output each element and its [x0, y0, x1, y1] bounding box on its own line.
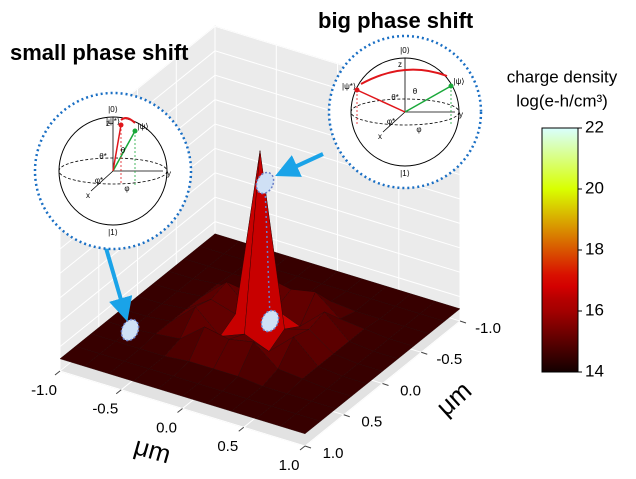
tick-mark	[459, 320, 467, 324]
bloch-label: |1⟩	[400, 169, 410, 178]
bloch-label: |ψ*⟩	[106, 117, 120, 126]
grid-line	[59, 196, 461, 323]
bloch-label: |ψ⟩	[138, 122, 149, 131]
bloch-label: θ*	[99, 152, 107, 161]
annotation: small phase shift	[10, 40, 189, 65]
state-point	[448, 83, 454, 89]
colorbar-tick-label: 16	[585, 300, 604, 319]
y-tick-label: 0.0	[400, 382, 421, 399]
state-point	[354, 87, 360, 93]
arrow	[104, 247, 133, 322]
x-tick-label: -0.5	[92, 401, 118, 418]
connector	[264, 185, 271, 319]
state-vector	[112, 130, 136, 172]
state-vector	[404, 85, 452, 113]
surface-patch	[280, 413, 321, 434]
surface	[59, 150, 461, 434]
colorbar-tick-label: 22	[585, 117, 604, 136]
y-axis-label: μm	[430, 375, 477, 422]
x-tick-label: 1.0	[279, 457, 300, 474]
grid-line	[59, 172, 461, 299]
colorbar-label: charge density	[507, 67, 618, 86]
bloch-label: φ*	[387, 117, 395, 126]
bloch-label: |ψ⟩	[454, 77, 465, 86]
bloch-label: φ*	[95, 176, 103, 185]
colorbar-tick-label: 14	[585, 361, 604, 380]
tick-mark	[382, 383, 389, 386]
bloch-label: |ψ*⟩	[342, 82, 356, 91]
y-tick-label: 0.5	[361, 414, 382, 431]
phase-arrow	[120, 117, 136, 124]
bloch-label: |0⟩	[400, 46, 410, 55]
bloch-label: x	[86, 191, 90, 200]
bloch-label: |1⟩	[108, 228, 118, 237]
x-tick-label: -1.0	[31, 382, 57, 399]
tick-mark	[238, 426, 245, 432]
axis	[90, 170, 114, 192]
bloch-label: φ	[416, 125, 421, 134]
axis	[382, 111, 406, 133]
bloch-label: y	[459, 110, 463, 119]
arrow	[275, 152, 324, 177]
bloch-label: z	[398, 60, 402, 69]
bloch-label: θ	[413, 87, 418, 96]
tick-mark	[115, 389, 122, 395]
tick-mark	[177, 408, 183, 413]
bloch-label: θ	[121, 146, 126, 155]
state-vector	[112, 124, 122, 172]
state-point	[118, 122, 124, 128]
bloch-label: z	[106, 119, 110, 128]
phase-arrow	[360, 68, 448, 85]
colorbar-label: log(e-h/cm³)	[516, 91, 608, 110]
colorbar-scale	[541, 127, 579, 373]
colorbar-tick-label: 18	[585, 239, 604, 258]
tick-mark	[54, 370, 61, 376]
insets: |0⟩ |1⟩ z x y |ψ⟩ |ψ*⟩ θ θ* φ φ* |0⟩ |1⟩ z x y |ψ⟩ |ψ*⟩ θ θ…	[33, 34, 483, 342]
state-vector	[356, 89, 406, 113]
annotation: big phase shift	[318, 8, 474, 33]
highlight	[255, 171, 275, 195]
tick-mark	[343, 414, 350, 418]
colorbar: 14 16 18 20 22	[541, 117, 604, 380]
y-tick-label: 1.0	[323, 445, 344, 462]
colorbar-tick-label: 20	[585, 178, 604, 197]
x-tick-label: 0.0	[156, 419, 177, 436]
y-tick-label: -0.5	[436, 351, 462, 368]
tick-mark	[299, 445, 306, 451]
bloch-label: φ	[124, 184, 129, 193]
bloch-label: |0⟩	[108, 105, 118, 114]
y-tick-label: -1.0	[475, 320, 501, 337]
bloch-label: y	[167, 169, 171, 178]
bloch-label: θ*	[391, 93, 399, 102]
highlight	[260, 309, 280, 333]
x-tick-label: 0.5	[217, 438, 238, 455]
tick-mark	[421, 351, 428, 355]
highlight	[120, 318, 140, 342]
state-point	[132, 128, 138, 134]
bloch-label: x	[378, 132, 382, 141]
tick-mark	[304, 445, 312, 449]
